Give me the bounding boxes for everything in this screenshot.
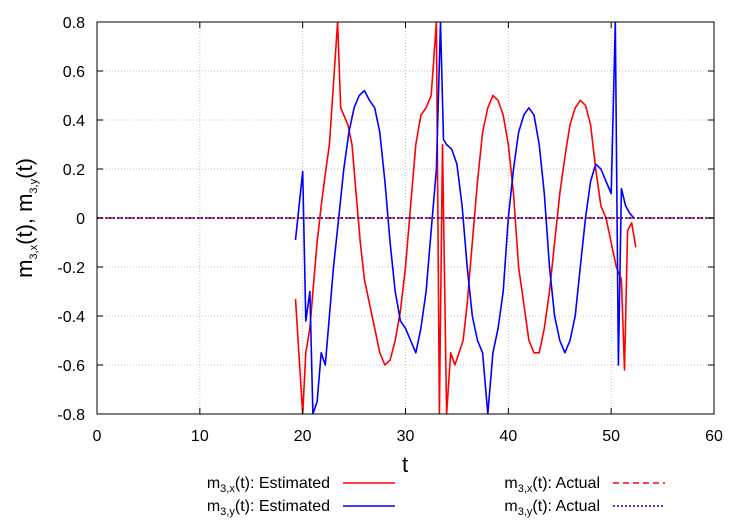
x-tick-label: 40: [499, 428, 517, 445]
y-tick-label: -0.2: [57, 260, 85, 277]
ticks: -0.8 -0.6 -0.4 -0.2 0 0.2 0.4 0.6 0.8 0 10 20 30 40 50…: [57, 15, 723, 445]
legend-label: m3,x(t): Estimated: [207, 475, 330, 495]
x-tick-label: 60: [705, 428, 723, 445]
y-axis-label: m3,x(t), m3,y(t): [12, 158, 40, 278]
x-tick-label: 20: [294, 428, 312, 445]
y-label-main-y: m: [12, 194, 37, 212]
x-tick-label: 50: [602, 428, 620, 445]
legend-label: m3,y(t): Estimated: [207, 498, 330, 518]
legend: m3,x(t): Estimated m3,y(t): Estimated m3,x…: [207, 475, 665, 518]
series-line-1: [294, 22, 635, 414]
series-layer: [97, 22, 714, 414]
legend-label: m3,y(t): Actual: [504, 498, 600, 518]
y-tick-label: 0.6: [63, 64, 85, 81]
y-tick-label: -0.4: [57, 309, 85, 326]
x-tick-label: 30: [397, 428, 415, 445]
x-axis-label: t: [402, 452, 408, 477]
y-label-main-x: m: [12, 260, 37, 278]
y-tick-label: -0.8: [57, 407, 85, 424]
y-label-sub-y: 3,y: [28, 178, 40, 193]
y-label-text-x: (t),: [12, 212, 37, 245]
legend-label: m3,x(t): Actual: [504, 475, 600, 495]
y-tick-label: 0: [76, 211, 85, 228]
y-label-text-y: (t): [12, 158, 37, 179]
y-tick-label: 0.8: [63, 15, 85, 32]
y-tick-label: -0.6: [57, 358, 85, 375]
y-tick-label: 0.4: [63, 113, 85, 130]
x-tick-label: 10: [191, 428, 209, 445]
y-label-sub-x: 3,x: [28, 244, 40, 259]
series-line-0: [294, 22, 637, 414]
y-tick-label: 0.2: [63, 162, 85, 179]
x-tick-label: 0: [93, 428, 102, 445]
